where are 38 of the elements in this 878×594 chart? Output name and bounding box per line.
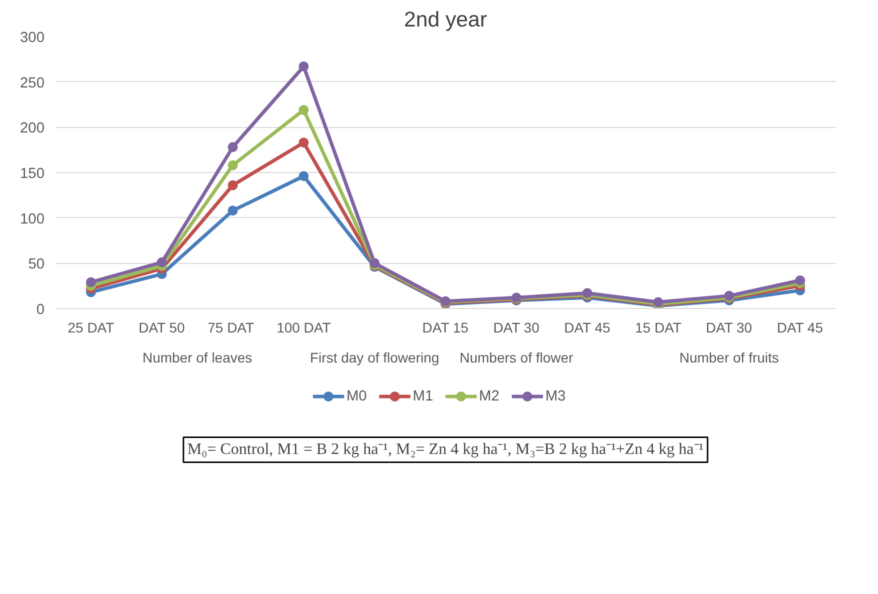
text: M₀= Control, M1 = B 2 kg ha⁻¹, M₂= Zn 4 kg ha⁻¹, M₃=B 2 kg ha⁻¹+Zn 4 kg ha⁻¹ [187, 441, 704, 458]
y-tick-label: 150 [20, 166, 45, 182]
point [298, 171, 309, 182]
x-tick-label: DAT 45 [564, 320, 610, 336]
point [228, 142, 238, 152]
y-tick-label: 0 [36, 302, 45, 318]
x-tick-label: 15 DAT [635, 320, 682, 336]
point [795, 275, 806, 286]
text: Number of leaves [142, 350, 252, 366]
y-tick-label: 200 [20, 120, 45, 137]
point [298, 104, 309, 115]
text: Number of fruits [679, 350, 779, 366]
x-tick-label: 75 DAT [208, 320, 254, 336]
x-tick-label: DAT 45 [776, 320, 824, 336]
y-tick-label: 250 [20, 75, 45, 92]
legend-label: M0 [346, 388, 367, 404]
legend-label: M3 [545, 388, 566, 404]
point [228, 180, 238, 190]
x-tick-label: DAT 30 [493, 320, 540, 336]
y-tick-label: 50 [28, 256, 45, 273]
x-tick-label: DAT 30 [706, 320, 752, 336]
legend-label: M2 [479, 388, 500, 404]
y-tick-label: 100 [20, 211, 45, 228]
point [156, 257, 167, 268]
x-tick-label: DAT 15 [422, 320, 469, 336]
legend-label: M1 [412, 388, 434, 404]
x-tick-label: DAT 50 [138, 320, 186, 336]
chart-title: 2nd year [404, 8, 488, 32]
point [228, 160, 238, 170]
point [298, 138, 309, 148]
text: First day of flowering [310, 350, 440, 366]
point [228, 206, 238, 216]
x-tick-label: 25 DAT [68, 320, 115, 336]
point [86, 277, 96, 288]
text: Numbers of flower [460, 350, 574, 366]
x-tick-label: 100 DAT [276, 320, 332, 336]
point [298, 61, 309, 72]
y-tick-label: 300 [20, 30, 45, 46]
